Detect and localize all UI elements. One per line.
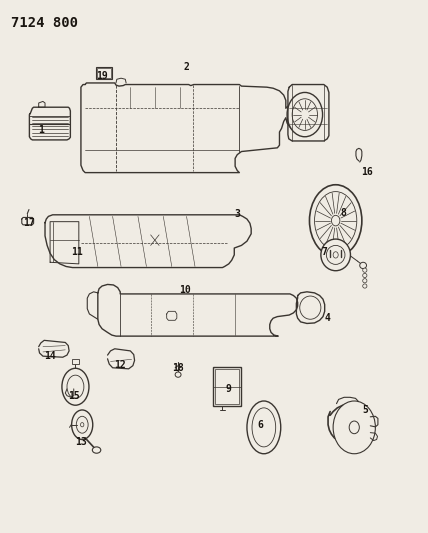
Text: 4: 4 <box>324 313 330 322</box>
Bar <box>71 359 79 364</box>
Ellipse shape <box>327 245 345 264</box>
Text: 11: 11 <box>71 247 83 257</box>
Ellipse shape <box>333 401 375 454</box>
Ellipse shape <box>287 92 323 137</box>
Text: 7: 7 <box>321 247 327 257</box>
Polygon shape <box>107 349 134 369</box>
Ellipse shape <box>300 296 321 319</box>
Polygon shape <box>22 217 34 225</box>
Polygon shape <box>370 433 377 441</box>
Text: 1: 1 <box>38 125 44 135</box>
Ellipse shape <box>292 99 318 131</box>
Text: 12: 12 <box>114 360 126 370</box>
Polygon shape <box>87 292 98 319</box>
Text: 8: 8 <box>340 208 346 218</box>
Text: 9: 9 <box>226 384 232 394</box>
Bar <box>215 369 239 404</box>
Bar <box>96 67 112 79</box>
Polygon shape <box>336 397 359 403</box>
Text: 3: 3 <box>234 209 240 219</box>
Ellipse shape <box>309 185 362 256</box>
Ellipse shape <box>175 372 181 377</box>
Bar <box>213 367 241 406</box>
Text: 19: 19 <box>96 70 108 80</box>
Polygon shape <box>65 389 74 397</box>
Ellipse shape <box>62 368 89 405</box>
Text: 6: 6 <box>258 419 263 430</box>
Ellipse shape <box>92 447 101 453</box>
Text: 18: 18 <box>172 363 184 373</box>
Text: 16: 16 <box>361 166 373 176</box>
Ellipse shape <box>363 279 367 283</box>
Text: 10: 10 <box>179 285 191 295</box>
Ellipse shape <box>80 423 84 427</box>
Ellipse shape <box>321 239 351 271</box>
Polygon shape <box>39 341 69 357</box>
Ellipse shape <box>252 408 276 447</box>
Polygon shape <box>328 403 372 442</box>
Ellipse shape <box>363 284 367 288</box>
Polygon shape <box>288 85 329 141</box>
Polygon shape <box>39 101 45 107</box>
Polygon shape <box>81 83 321 173</box>
Polygon shape <box>296 292 325 324</box>
Ellipse shape <box>315 191 357 249</box>
Polygon shape <box>370 416 378 427</box>
Ellipse shape <box>363 268 367 272</box>
Text: 2: 2 <box>184 62 190 72</box>
Ellipse shape <box>349 421 360 434</box>
Text: 13: 13 <box>75 437 87 447</box>
Ellipse shape <box>363 273 367 278</box>
Ellipse shape <box>76 416 88 433</box>
Ellipse shape <box>67 375 84 398</box>
Text: 7124 800: 7124 800 <box>11 16 78 30</box>
Polygon shape <box>50 222 79 264</box>
Ellipse shape <box>247 401 281 454</box>
Ellipse shape <box>71 410 93 440</box>
Polygon shape <box>356 148 362 162</box>
Text: 14: 14 <box>44 351 56 361</box>
Ellipse shape <box>331 215 340 226</box>
Text: 15: 15 <box>68 391 80 401</box>
Polygon shape <box>98 285 297 336</box>
Text: 5: 5 <box>362 405 368 415</box>
Ellipse shape <box>360 262 366 269</box>
Polygon shape <box>45 215 251 268</box>
Ellipse shape <box>333 252 338 258</box>
Text: 17: 17 <box>23 217 35 228</box>
Polygon shape <box>166 311 177 320</box>
Bar <box>97 68 110 78</box>
Polygon shape <box>30 107 70 140</box>
